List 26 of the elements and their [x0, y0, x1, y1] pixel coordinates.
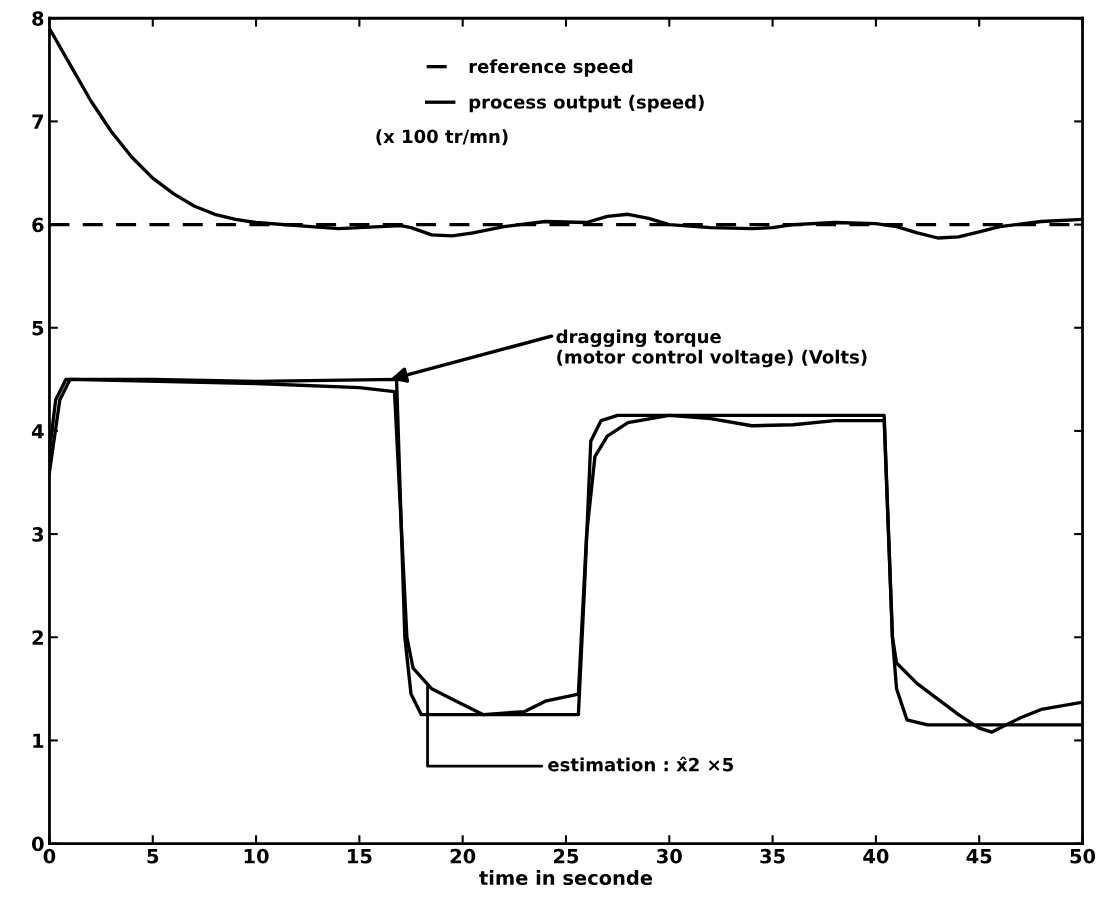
x-tick-label: 30 [657, 848, 682, 864]
y-tick-label: 6 [32, 217, 44, 233]
legend-label: process output (speed) [469, 94, 704, 113]
x-tick-label: 5 [147, 849, 159, 864]
x-tick-label: 40 [863, 848, 889, 864]
x-tick-label: 45 [966, 849, 992, 864]
y-tick-label: 4 [31, 424, 44, 439]
y-tick-label: 7 [32, 114, 44, 129]
x-tick-label: 10 [244, 848, 269, 864]
x-tick-label: 20 [450, 848, 476, 864]
x-tick-label: 15 [348, 849, 372, 864]
annotation: dragging torque (motor control voltage) (Volts) [556, 329, 867, 368]
x-tick-label: 50 [1070, 848, 1096, 864]
x-tick-label: 0 [43, 848, 56, 864]
annotation: (x 100 tr/mn) [376, 129, 508, 146]
y-tick-label: 2 [32, 630, 43, 645]
x-axis-title: time in seconde [479, 870, 653, 886]
y-tick-label: 8 [32, 11, 44, 26]
y-tick-label: 5 [32, 320, 44, 336]
x-tick-label: 35 [760, 848, 785, 864]
x-tick-label: 25 [553, 848, 579, 864]
y-tick-label: 3 [32, 527, 44, 542]
annotation: estimation : x̂2 ×5 [548, 756, 733, 772]
y-tick-label: 0 [31, 836, 44, 852]
legend-label: reference speed [469, 59, 633, 77]
y-tick-label: 1 [33, 733, 44, 748]
